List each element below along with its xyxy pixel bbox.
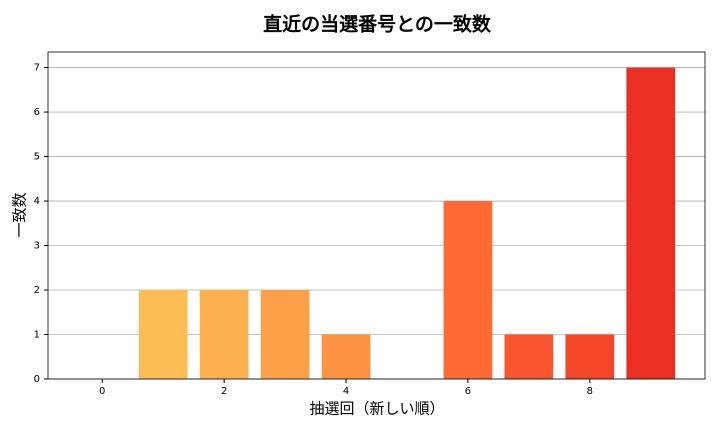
bar	[199, 290, 249, 379]
bar	[504, 334, 554, 379]
y-axis-label: 一致数	[11, 192, 29, 237]
bar	[260, 290, 310, 379]
bar	[443, 201, 493, 379]
y-tick-label: 5	[34, 152, 40, 163]
bar	[321, 334, 371, 379]
bar	[626, 67, 676, 380]
y-tick-label: 1	[34, 330, 40, 341]
y-tick-label: 2	[34, 285, 40, 296]
x-tick-label: 0	[99, 386, 105, 397]
y-tick-label: 6	[34, 107, 40, 118]
bar	[138, 290, 188, 379]
y-tick-label: 7	[34, 63, 40, 74]
y-tick-label: 0	[34, 374, 40, 385]
plot-frame	[47, 51, 706, 380]
x-tick-label: 6	[465, 386, 471, 397]
chart-title: 直近の当選番号との一致数	[263, 13, 492, 36]
bar	[565, 334, 615, 379]
y-tick-label: 4	[34, 196, 40, 207]
x-tick-label: 2	[221, 386, 227, 397]
x-tick-label: 4	[343, 386, 349, 397]
y-tick-label: 3	[34, 241, 40, 252]
x-tick-label: 8	[587, 386, 593, 397]
x-axis-label: 抽選回（新しい順）	[309, 400, 444, 418]
